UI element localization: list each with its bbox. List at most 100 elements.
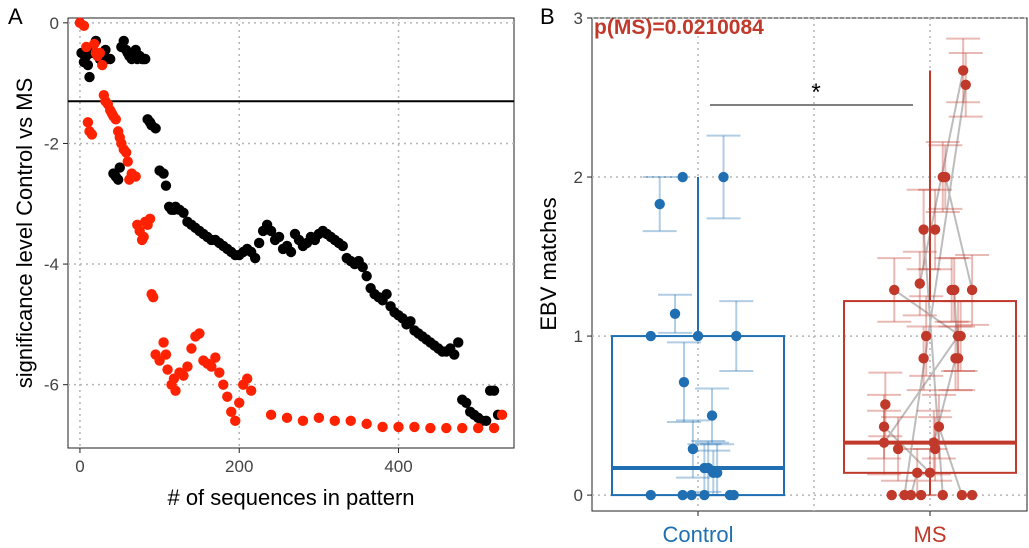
- scatter-point-red: [425, 422, 436, 434]
- scatter-point-red: [194, 328, 205, 339]
- scatter-point-black: [150, 123, 161, 134]
- scatter-point-red: [361, 418, 372, 430]
- panel-a-letter: A: [8, 4, 23, 29]
- scatter-point-red: [488, 422, 500, 434]
- scatter-point-red: [78, 20, 90, 32]
- panel-b-ticks: 0 1 2 3 Control MS: [574, 9, 947, 547]
- data-point-ms: [929, 224, 941, 235]
- y-tick-label: -6: [44, 376, 59, 395]
- scatter-point-red: [182, 361, 193, 372]
- scatter-point-red: [138, 231, 149, 243]
- data-point-control: [686, 489, 697, 501]
- scatter-point-red: [265, 409, 277, 421]
- data-point-ms: [918, 224, 929, 235]
- scatter-point-red: [234, 397, 245, 408]
- data-point-control: [699, 489, 710, 501]
- scatter-point-black: [158, 168, 169, 179]
- data-point-ms: [949, 284, 960, 296]
- data-point-ms: [915, 489, 927, 501]
- data-point-ms: [940, 171, 951, 183]
- scatter-point-red: [441, 422, 452, 434]
- pair-connector-line: [883, 426, 931, 474]
- scatter-point-black: [112, 174, 124, 185]
- panel-b-frame: [591, 17, 1028, 512]
- data-point-ms: [929, 443, 941, 455]
- scatter-point-red: [409, 421, 420, 433]
- x-tick-label: 400: [384, 457, 412, 476]
- data-point-ms: [960, 79, 971, 90]
- scatter-point-black: [118, 35, 129, 47]
- scatter-point-red: [329, 415, 341, 427]
- panel-a: A 0 200 400 0 -2 -4 -6 # of sequences in patte…: [8, 4, 515, 510]
- scatter-point-red: [81, 41, 92, 53]
- data-point-ms: [933, 421, 945, 432]
- scatter-point-red: [89, 38, 100, 50]
- data-point-control: [645, 330, 656, 342]
- y-tick-label: 2: [574, 168, 583, 187]
- data-point-control: [677, 489, 688, 501]
- scatter-point-black: [461, 397, 472, 408]
- scatter-point-red: [186, 343, 197, 354]
- scatter-point-red: [170, 385, 181, 396]
- scatter-point-black: [82, 59, 94, 71]
- data-point-control: [728, 489, 739, 501]
- scatter-point-red: [206, 361, 217, 372]
- scatter-point-black: [273, 231, 285, 243]
- scatter-point-black: [253, 237, 265, 249]
- scatter-point-red: [122, 156, 133, 167]
- data-point-ms: [886, 489, 897, 501]
- data-point-ms: [957, 65, 969, 76]
- scatter-point-red: [472, 422, 484, 434]
- scatter-point-red: [148, 292, 159, 303]
- scatter-point-black: [140, 53, 151, 65]
- scatter-point-red: [226, 406, 237, 418]
- panel-b-grid: [592, 17, 1027, 511]
- panel-a-grid: [68, 18, 514, 448]
- scatter-point-red: [297, 415, 309, 427]
- scatter-point-red: [345, 415, 356, 427]
- scatter-point-red: [214, 367, 225, 378]
- scatter-point-black: [114, 162, 125, 173]
- x-tick-label: 200: [225, 457, 253, 476]
- data-point-control: [731, 330, 742, 342]
- scatter-point-black: [381, 289, 392, 300]
- data-point-ms: [937, 489, 948, 501]
- panel-a-ylabel: significance level Control vs MS: [12, 78, 37, 389]
- panel-a-ticks: 0 200 400 0 -2 -4 -6: [44, 14, 413, 476]
- scatter-point-red: [158, 337, 169, 348]
- data-point-control: [654, 198, 665, 210]
- y-tick-label: -2: [44, 134, 59, 153]
- scatter-point-red: [393, 421, 404, 433]
- data-point-ms: [892, 443, 904, 455]
- data-point-control: [678, 376, 690, 388]
- data-point-control: [711, 467, 723, 479]
- y-tick-label: 0: [574, 486, 583, 505]
- scatter-point-red: [178, 370, 189, 381]
- data-point-ms: [880, 399, 891, 410]
- scatter-point-black: [453, 337, 464, 348]
- data-point-control: [677, 171, 688, 183]
- scatter-point-red: [210, 352, 221, 363]
- pair-connector-line: [903, 84, 967, 496]
- scatter-point-red: [97, 59, 108, 71]
- x-tick-label: 0: [75, 457, 84, 476]
- data-point-control: [645, 489, 656, 501]
- scatter-point-black: [84, 71, 95, 83]
- scatter-point-red: [144, 213, 156, 225]
- scatter-point-black: [105, 53, 116, 65]
- scatter-point-black: [265, 225, 277, 237]
- data-point-control: [718, 171, 729, 183]
- pair-connector-line: [937, 426, 963, 496]
- scatter-point-red: [230, 415, 241, 427]
- scatter-point-red: [457, 422, 468, 434]
- panel-a-frame: [67, 17, 515, 449]
- scatter-point-red: [222, 391, 233, 402]
- scatter-point-red: [110, 114, 121, 125]
- pair-connector-line: [893, 289, 962, 337]
- panel-b-points: [642, 37, 990, 501]
- data-point-control: [687, 443, 699, 455]
- scatter-point-black: [361, 270, 372, 282]
- scatter-point-black: [488, 385, 500, 396]
- scatter-point-red: [377, 421, 388, 433]
